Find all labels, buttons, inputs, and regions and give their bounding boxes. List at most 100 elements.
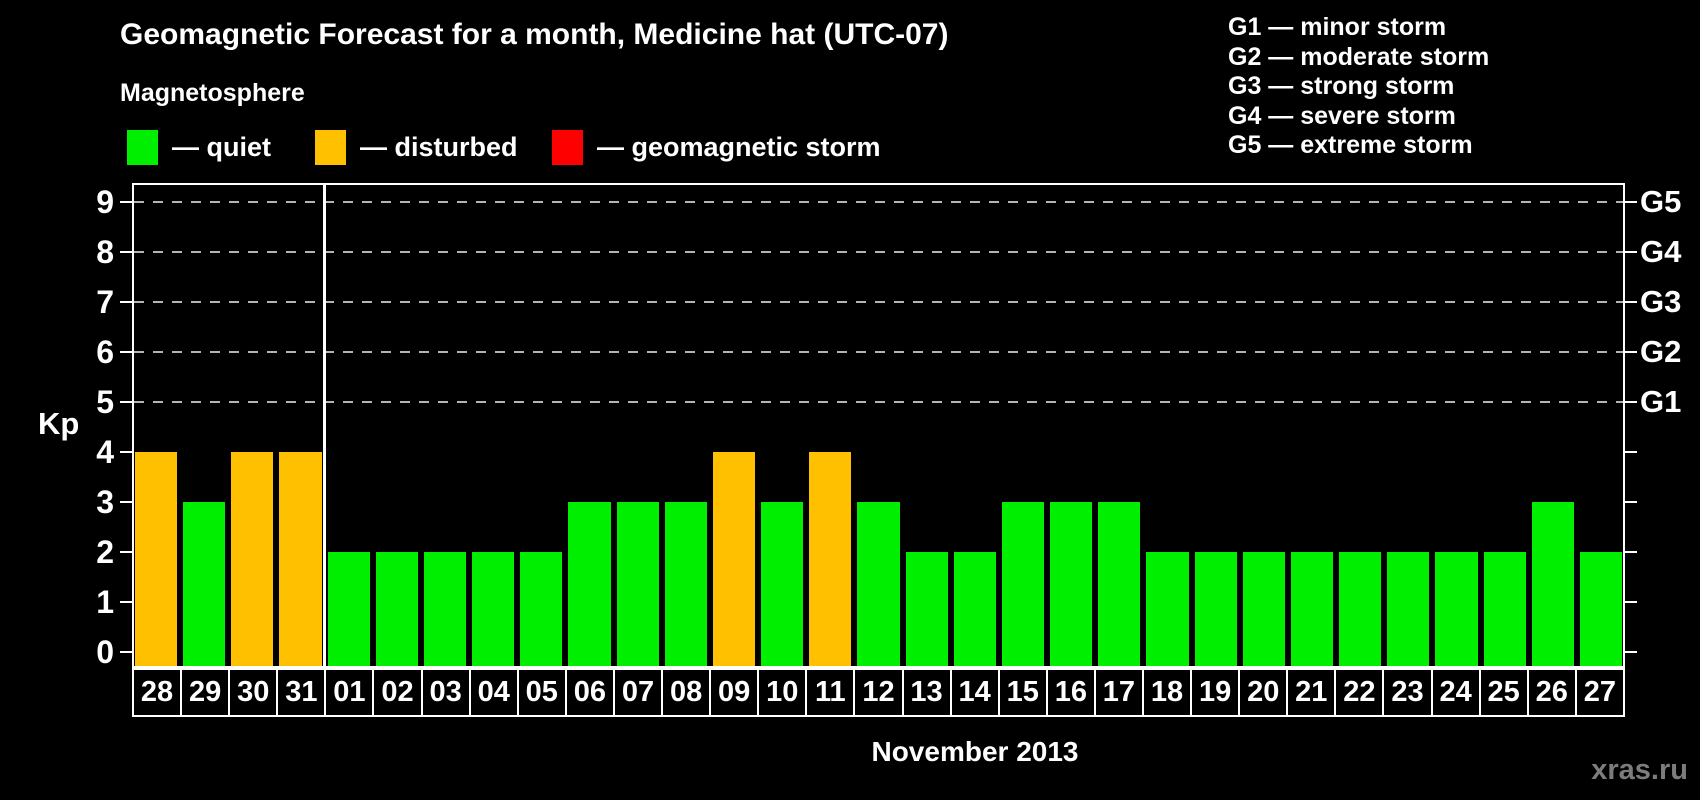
storm-swatch-icon — [552, 130, 583, 165]
kp-bar-17 — [1098, 502, 1141, 668]
g-level-label-g1: G1 — [1640, 384, 1682, 419]
date-cell-07: 07 — [612, 668, 664, 717]
y-tick-left-9 — [120, 201, 132, 203]
date-cell-15: 15 — [997, 668, 1048, 717]
storm-scale-line-g2: G2 — moderate storm — [1228, 42, 1490, 71]
date-cell-29: 29 — [180, 668, 231, 717]
date-cell-21: 21 — [1286, 668, 1337, 717]
y-tick-left-2 — [120, 551, 132, 553]
kp-bar-20 — [1242, 552, 1285, 668]
kp-bar-07 — [616, 502, 659, 668]
quiet-swatch-icon — [127, 130, 158, 165]
kp-bar-11 — [809, 452, 852, 668]
status-legend: — quiet — disturbed — geomagnetic storm — [0, 130, 1700, 170]
y-tick-label-1: 1 — [96, 584, 114, 620]
y-tick-left-6 — [120, 351, 132, 353]
gridline-kp8 — [134, 251, 1623, 253]
y-tick-label-6: 6 — [96, 334, 114, 370]
kp-bar-03 — [423, 552, 467, 668]
date-cell-16: 16 — [1045, 668, 1096, 717]
date-cell-14: 14 — [949, 668, 1000, 717]
month-label: November 2013 — [871, 736, 1079, 767]
x-axis-date-row: 28 29 30 31 01 02 03 04 05 06 07 08 09 10 11 12 13 14 15 16… — [132, 668, 1625, 717]
kp-bar-27 — [1579, 552, 1622, 668]
date-cell-17: 17 — [1093, 668, 1144, 717]
kp-bar-21 — [1290, 552, 1334, 668]
date-cell-11: 11 — [805, 668, 856, 717]
gridline-kp5 — [134, 401, 1623, 403]
legend-item-quiet: — quiet — [127, 130, 271, 165]
gridline-kp7 — [134, 301, 1623, 303]
kp-bar-28 — [135, 452, 178, 668]
g-level-label-g3: G3 — [1640, 284, 1682, 319]
y-tick-label-3: 3 — [96, 484, 114, 520]
y-tick-label-0: 0 — [96, 634, 114, 670]
y-tick-right-7 — [1625, 301, 1637, 303]
storm-scale-line-g4: G4 — severe storm — [1228, 101, 1456, 130]
date-cell-03: 03 — [420, 668, 471, 717]
date-cell-19: 19 — [1190, 668, 1241, 717]
date-cell-23: 23 — [1382, 668, 1433, 717]
kp-bar-24 — [1435, 552, 1478, 668]
y-tick-right-9 — [1625, 201, 1637, 203]
kp-bar-08 — [664, 502, 707, 668]
kp-bar-06 — [568, 502, 611, 668]
date-cell-18: 18 — [1141, 668, 1193, 717]
kp-bar-18 — [1146, 552, 1189, 668]
date-cell-08: 08 — [661, 668, 712, 717]
y-tick-left-4 — [120, 451, 132, 453]
storm-scale-line-g5: G5 — extreme storm — [1228, 131, 1473, 159]
y-tick-label-5: 5 — [96, 384, 114, 420]
magnetosphere-label: Magnetosphere — [120, 79, 305, 107]
y-tick-left-5 — [120, 401, 132, 403]
date-cell-27: 27 — [1574, 668, 1625, 717]
kp-bar-23 — [1387, 552, 1430, 668]
kp-bar-31 — [279, 452, 322, 668]
y-tick-right-6 — [1625, 351, 1637, 353]
y-tick-right-5 — [1625, 401, 1637, 403]
kp-bar-22 — [1339, 552, 1382, 668]
y-tick-right-3 — [1625, 501, 1637, 503]
y-tick-left-1 — [120, 601, 132, 603]
legend-label-storm: — geomagnetic storm — [597, 132, 881, 162]
date-cell-05: 05 — [516, 668, 567, 717]
y-tick-left-7 — [120, 301, 132, 303]
kp-bar-14 — [953, 552, 996, 668]
date-cell-10: 10 — [757, 668, 808, 717]
date-cell-26: 26 — [1526, 668, 1577, 717]
date-cell-22: 22 — [1334, 668, 1385, 717]
kp-bar-16 — [1050, 502, 1093, 668]
g-level-label-g2: G2 — [1640, 334, 1682, 369]
y-tick-right-4 — [1625, 451, 1637, 453]
kp-bar-15 — [1001, 502, 1045, 668]
date-cell-02: 02 — [372, 668, 423, 717]
date-cell-20: 20 — [1238, 668, 1289, 717]
disturbed-swatch-icon — [315, 130, 346, 165]
kp-bar-04 — [472, 552, 515, 668]
y-tick-right-2 — [1625, 551, 1637, 553]
kp-bar-25 — [1483, 552, 1526, 668]
watermark: xras.ru — [1591, 754, 1688, 786]
y-tick-right-0 — [1625, 651, 1637, 653]
y-tick-label-4: 4 — [96, 434, 114, 470]
date-cell-12: 12 — [853, 668, 904, 717]
kp-bar-13 — [905, 552, 948, 668]
month-boundary-line — [323, 183, 327, 668]
y-tick-left-0 — [120, 651, 132, 653]
date-cell-24: 24 — [1430, 668, 1481, 717]
date-cell-04: 04 — [468, 668, 519, 717]
y-axis-title: Kp — [38, 406, 80, 441]
y-tick-right-8 — [1625, 251, 1637, 253]
gridline-kp6 — [134, 351, 1623, 353]
storm-scale-legend: G1 — minor storm G2 — moderate storm G3 — … — [1228, 13, 1489, 161]
date-cell-06: 06 — [564, 668, 615, 717]
g-level-label-g4: G4 — [1640, 234, 1682, 269]
kp-bar-26 — [1531, 502, 1574, 668]
y-tick-label-9: 9 — [96, 184, 114, 220]
kp-bar-05 — [520, 552, 563, 668]
gridline-kp9 — [134, 201, 1623, 203]
date-cell-30: 30 — [228, 668, 279, 717]
kp-bar-30 — [231, 452, 274, 668]
legend-label-disturbed: — disturbed — [360, 132, 518, 162]
